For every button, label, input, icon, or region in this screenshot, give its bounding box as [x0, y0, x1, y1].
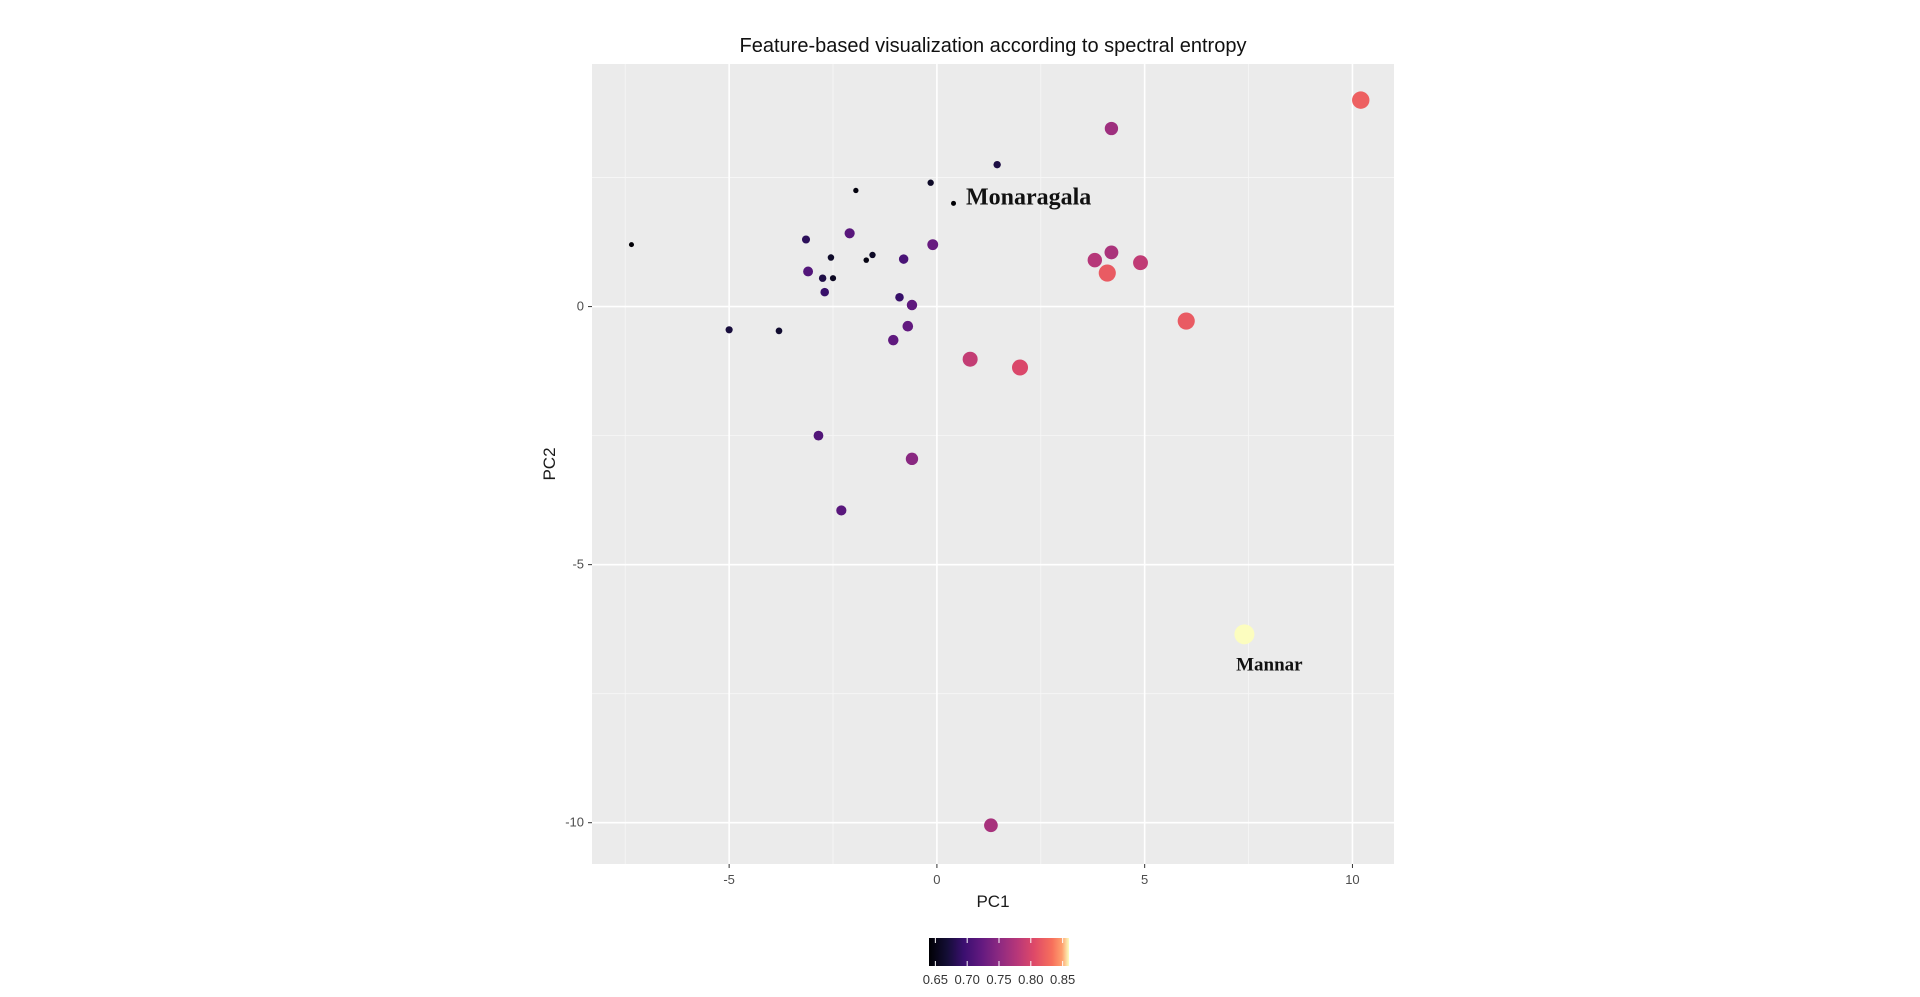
annotations-layer: Monaragala Mannar — [966, 184, 1303, 675]
annotation-label: Monaragala — [966, 184, 1091, 210]
colorbar-ticks: 0.65 0.70 0.75 0.80 0.85 — [923, 938, 1075, 987]
plot-panel — [592, 64, 1394, 864]
scatter-point — [863, 257, 870, 263]
scatter-point — [927, 239, 939, 251]
scatter-point — [801, 235, 811, 244]
scatter-point — [813, 430, 824, 441]
points-layer — [628, 91, 1370, 833]
scatter-point — [803, 266, 814, 277]
scatter-point — [1098, 264, 1116, 282]
scatter-point — [888, 334, 899, 346]
scatter-point — [827, 254, 835, 261]
y-axis-title: PC2 — [540, 447, 559, 480]
scatter-point — [628, 242, 635, 248]
scatter-point — [927, 179, 934, 186]
scatter-point — [853, 187, 859, 194]
scatter-point — [906, 299, 918, 311]
scatter-point — [836, 505, 847, 516]
scatter-point — [1177, 312, 1195, 330]
y-tick-label: -5 — [572, 557, 584, 572]
colorbar-tick-label: 0.65 — [923, 972, 948, 987]
y-axis-ticks: 0 -5 -10 — [565, 299, 592, 830]
scatter-point — [895, 293, 904, 302]
x-tick-label: 10 — [1345, 872, 1359, 887]
colorbar-tick-label: 0.80 — [1018, 972, 1043, 987]
grid-minor — [592, 64, 1394, 864]
scatter-point — [1133, 255, 1148, 271]
scatter-point — [725, 326, 733, 334]
scatter-point — [984, 818, 998, 833]
scatter-point — [1087, 252, 1103, 268]
scatter-point — [905, 452, 919, 466]
x-tick-label: 5 — [1141, 872, 1148, 887]
scatter-point — [869, 251, 876, 259]
scatter-point — [1352, 91, 1370, 109]
y-tick-label: 0 — [577, 299, 584, 314]
scatter-point — [818, 274, 827, 282]
scatter-point — [775, 327, 783, 335]
scatter-point — [1104, 121, 1119, 136]
scatter-point — [1104, 245, 1119, 260]
scatter-point — [993, 160, 1001, 169]
x-axis-title: PC1 — [976, 892, 1009, 911]
annotation-label: Mannar — [1236, 654, 1303, 675]
scatter-point — [902, 320, 914, 332]
scatter-point — [820, 287, 829, 297]
colorbar-tick-label: 0.75 — [986, 972, 1011, 987]
colorbar-tick-label: 0.85 — [1050, 972, 1075, 987]
chart-title: Feature-based visualization according to… — [740, 35, 1247, 57]
x-tick-label: -5 — [723, 872, 735, 887]
x-axis-ticks: -5 0 5 10 — [723, 864, 1360, 887]
scatter-point — [1234, 624, 1255, 645]
scatter-point — [951, 200, 957, 206]
scatter-point — [1011, 359, 1029, 376]
scatter-point — [829, 275, 837, 282]
scatter-point — [844, 228, 855, 239]
y-tick-label: -10 — [565, 815, 584, 830]
colorbar-tick-label: 0.70 — [955, 972, 980, 987]
scatter-point — [898, 254, 909, 264]
scatter-point — [962, 351, 978, 367]
x-tick-label: 0 — [933, 872, 940, 887]
color-legend: 0.65 0.70 0.75 0.80 0.85 — [923, 938, 1075, 987]
